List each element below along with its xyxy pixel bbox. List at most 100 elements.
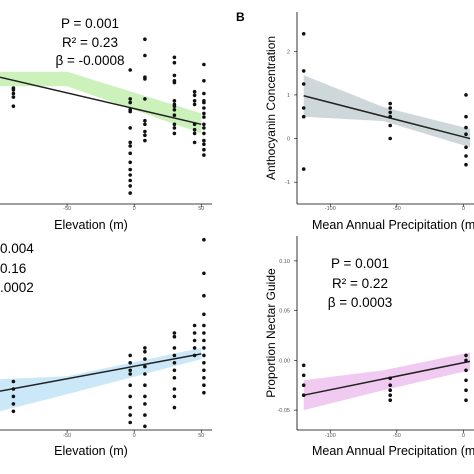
- data-point: [128, 413, 132, 417]
- data-point: [388, 376, 393, 381]
- data-point: [11, 104, 16, 108]
- stat-annotation: 0.004: [0, 241, 34, 256]
- data-point: [143, 413, 147, 417]
- data-point: [11, 91, 16, 96]
- data-point: [11, 402, 16, 406]
- data-point: [464, 93, 468, 97]
- data-point: [388, 110, 393, 115]
- stat-annotation: β = -0.0008: [56, 53, 125, 68]
- data-point: [301, 393, 306, 398]
- stat-annotation: R² = 0.22: [332, 276, 388, 291]
- y-tick-label: 0.10: [279, 259, 290, 265]
- data-point: [202, 106, 206, 110]
- data-point: [202, 346, 206, 350]
- data-point: [128, 368, 132, 373]
- chart-panel-4: -100 -50 0 0.10 0.05 0.00 -0.05 Mean Annual Pre…: [264, 236, 474, 458]
- confidence-band: [0, 71, 202, 134]
- x-axis-label: Elevation (m): [54, 218, 128, 232]
- data-point: [11, 379, 16, 384]
- data-point: [202, 142, 206, 146]
- y-tick-label: -1: [285, 180, 290, 186]
- data-point: [128, 383, 132, 388]
- data-point: [202, 361, 206, 365]
- regression-line: [303, 95, 471, 140]
- data-point: [143, 364, 147, 369]
- x-tick-label: -50: [63, 433, 71, 439]
- data-point: [128, 405, 132, 410]
- x-tick-label: 0: [462, 206, 465, 212]
- x-tick-label: 0: [133, 206, 136, 212]
- data-point: [388, 393, 393, 398]
- data-point: [464, 145, 468, 150]
- data-point: [172, 80, 177, 85]
- data-point: [202, 312, 206, 317]
- data-point: [143, 346, 147, 350]
- stat-annotation: P = 0.001: [331, 256, 389, 271]
- x-tick-label: 0: [462, 433, 465, 439]
- x-tick-label: -50: [63, 206, 71, 212]
- data-point: [128, 140, 132, 145]
- data-point: [464, 132, 468, 136]
- data-point: [202, 115, 206, 119]
- data-point: [301, 32, 306, 36]
- data-point: [202, 368, 206, 373]
- data-point: [172, 334, 177, 339]
- panel-label: B: [236, 10, 245, 24]
- confidence-band: [0, 347, 202, 412]
- y-tick-label: 0.05: [279, 309, 290, 315]
- x-tick-label: -100: [325, 433, 336, 439]
- data-point: [388, 398, 393, 403]
- data-point: [11, 394, 16, 399]
- data-point: [172, 122, 177, 127]
- data-point: [143, 372, 147, 376]
- x-tick-label: 50: [198, 206, 204, 212]
- confidence-band: [303, 352, 470, 411]
- data-point: [11, 409, 16, 414]
- data-point: [192, 140, 197, 145]
- data-point: [192, 323, 197, 328]
- data-point: [301, 82, 306, 86]
- chart-panel-2: -100 -50 0 2 1 0 -1 Mean Annual Precipitation (…: [236, 10, 474, 232]
- data-point: [128, 361, 132, 365]
- data-point: [202, 62, 206, 67]
- stat-annotation: 0.16: [0, 261, 26, 276]
- data-point: [464, 388, 468, 393]
- data-point: [192, 353, 197, 358]
- y-tick-label: -0.05: [277, 408, 290, 414]
- data-point: [202, 138, 206, 143]
- data-point: [172, 99, 177, 103]
- data-point: [202, 131, 206, 136]
- data-point: [202, 271, 206, 276]
- data-point: [202, 383, 206, 388]
- data-point: [128, 100, 132, 105]
- data-point: [172, 394, 177, 399]
- data-point: [202, 390, 206, 395]
- x-axis-label: Mean Annual Precipitation (m: [312, 218, 474, 232]
- data-point: [143, 97, 147, 101]
- stat-annotation: R² = 0.23: [62, 35, 118, 50]
- data-point: [11, 387, 16, 391]
- data-point: [388, 106, 393, 110]
- data-point: [464, 162, 468, 167]
- data-point: [172, 361, 177, 365]
- y-tick-label: 1: [287, 93, 290, 99]
- data-point: [301, 373, 306, 378]
- data-point: [192, 338, 197, 343]
- data-point: [464, 368, 468, 373]
- x-axis-label: Mean Annual Precipitation (m: [312, 444, 474, 458]
- y-axis-label: Anthocyanin Concentration: [264, 36, 278, 180]
- x-tick-label: -50: [393, 433, 401, 439]
- data-point: [301, 363, 306, 368]
- data-point: [388, 383, 393, 388]
- data-point: [128, 353, 132, 358]
- data-point: [172, 131, 177, 136]
- chart-panel-1: -50 0 50 Elevation (m) P = 0.001 R² = 0.23 β =…: [0, 16, 212, 232]
- data-point: [143, 402, 147, 406]
- regression-line: [0, 76, 202, 126]
- data-point: [301, 69, 306, 73]
- data-point: [128, 372, 132, 376]
- stat-annotation: P = 0.001: [61, 16, 119, 31]
- data-point: [143, 349, 147, 354]
- data-point: [202, 331, 206, 335]
